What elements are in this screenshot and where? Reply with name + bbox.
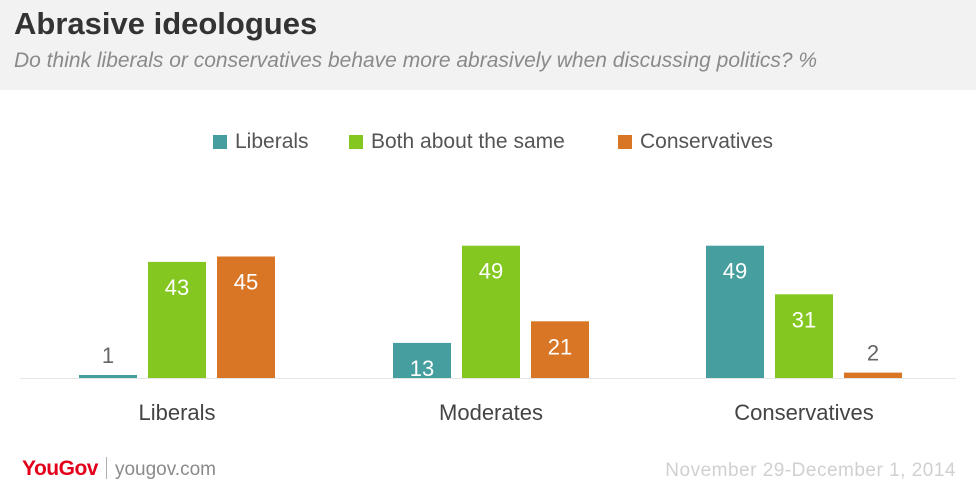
bar-liberals-both-about-the-same [148, 261, 206, 378]
data-label-liberals-both-about-the-same: 43 [165, 275, 189, 300]
legend-item-conservatives: Conservatives [618, 128, 773, 156]
data-label-moderates-conservatives: 21 [548, 334, 572, 359]
yougov-logo: YouGov [22, 457, 98, 480]
legend-label-conservatives: Conservatives [640, 130, 774, 153]
legend: Liberals Both about the same Conservativ… [0, 128, 976, 156]
header-band: Abrasive ideologues Do think liberals or… [0, 0, 976, 90]
legend-item-liberals: Liberals [213, 128, 309, 156]
data-label-conservatives-liberals: 49 [723, 259, 747, 284]
legend-swatch-conservatives [618, 135, 632, 149]
category-label-conservatives: Conservatives [734, 400, 873, 425]
logo-divider [105, 457, 107, 479]
legend-swatch-liberals [213, 135, 227, 149]
chart-subtitle: Do think liberals or conservatives behav… [14, 49, 818, 72]
bar-moderates-liberals [393, 342, 451, 378]
category-label-liberals: Liberals [138, 400, 215, 425]
chart-title: Abrasive ideologues [14, 6, 318, 41]
data-label-moderates-liberals: 13 [410, 356, 434, 381]
data-label-liberals-conservatives: 45 [234, 270, 258, 295]
bar-moderates-both-about-the-same [462, 245, 520, 378]
bar-moderates-conservatives [531, 321, 589, 378]
footer-branding: YouGov yougov.com [22, 457, 216, 485]
legend-label-liberals: Liberals [235, 130, 309, 153]
data-label-conservatives-conservatives: 2 [867, 341, 879, 366]
data-label-conservatives-both-about-the-same: 31 [792, 307, 816, 332]
bar-liberals-conservatives [217, 256, 275, 378]
bar-conservatives-liberals [706, 245, 764, 378]
yougov-url: yougov.com [114, 459, 216, 480]
bar-conservatives-both-about-the-same [775, 294, 833, 378]
survey-date: November 29-December 1, 2014 [665, 460, 956, 481]
bar-liberals-liberals [79, 375, 137, 378]
category-label-moderates: Moderates [439, 400, 543, 425]
data-label-liberals-liberals: 1 [102, 343, 114, 368]
data-label-moderates-both-about-the-same: 49 [479, 259, 503, 284]
legend-item-both: Both about the same [349, 128, 565, 156]
legend-label-both: Both about the same [371, 130, 565, 153]
bar-conservatives-conservatives [844, 372, 902, 378]
legend-swatch-both [349, 135, 363, 149]
